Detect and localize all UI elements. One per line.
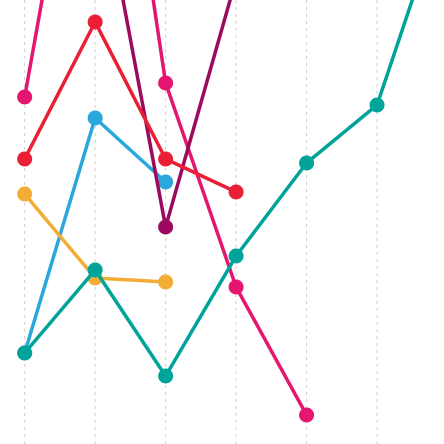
series-3 [121, 0, 232, 235]
series-4-point-1 [87, 14, 103, 30]
series-1-point-2 [158, 274, 174, 290]
series-2-point-3 [299, 407, 315, 423]
series-4-point-0 [17, 151, 33, 167]
series-1-point-0 [17, 186, 33, 202]
series-2-point-1 [158, 75, 174, 91]
series-2 [151, 0, 315, 423]
series-4-point-2 [158, 151, 174, 167]
series-2-point-2 [228, 279, 244, 295]
series-6-point-1 [87, 262, 103, 278]
series-6-point-5 [369, 97, 385, 113]
series-6-line [22, 0, 415, 378]
series-layer [17, 0, 415, 423]
series-6-point-2 [158, 368, 174, 384]
series-1 [17, 186, 174, 290]
series-6-point-0 [17, 345, 33, 361]
series-0-point-2 [158, 174, 174, 190]
series-0-point-1 [87, 110, 103, 126]
series-5 [17, 0, 44, 105]
series-6-point-4 [299, 155, 315, 171]
series-5-point-0 [17, 89, 33, 105]
series-2-line [151, 0, 309, 417]
series-4-point-3 [228, 184, 244, 200]
series-5-line [22, 0, 44, 99]
grid [24, 0, 378, 444]
series-6-point-3 [228, 248, 244, 264]
series-4-line [22, 20, 238, 194]
series-3-point-1 [158, 219, 174, 235]
series-6 [17, 0, 415, 384]
series-4 [17, 14, 244, 200]
